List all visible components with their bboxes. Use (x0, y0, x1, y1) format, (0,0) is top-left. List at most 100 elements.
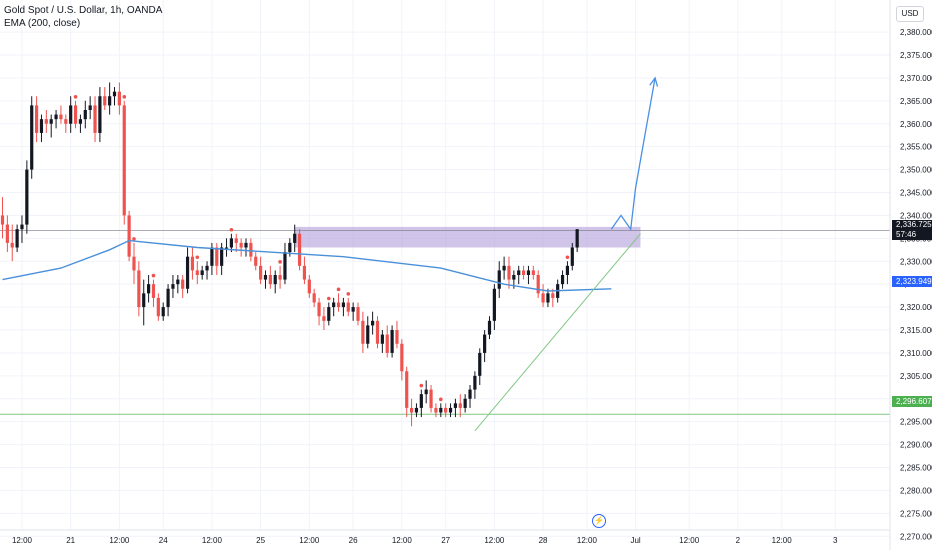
price-tick-label: 2,295.000 (900, 418, 932, 427)
candle-body (448, 407, 453, 413)
candle (551, 288, 555, 308)
time-tick-label: 28 (539, 536, 548, 545)
time-tick-label: 21 (66, 536, 75, 545)
candle (400, 339, 404, 381)
candle (215, 242, 219, 275)
candle (195, 255, 200, 285)
time-tick-label: 12:00 (392, 536, 413, 545)
projection-arrow (610, 77, 656, 231)
candle (560, 270, 565, 289)
price-axis[interactable]: 2,270.000 2,275.000 2,280.000 2,285.000 2,29… (889, 0, 932, 550)
candle-body (385, 334, 389, 353)
indicator-label[interactable]: EMA (200, close) (4, 18, 81, 29)
candle (371, 311, 375, 335)
candle (103, 87, 107, 110)
candle (395, 320, 399, 349)
candle-body (371, 320, 375, 326)
candle-body (127, 215, 131, 257)
price-tick-label: 2,370.000 (900, 74, 932, 83)
candle-body (541, 293, 545, 303)
currency-button[interactable]: USD (896, 6, 924, 22)
time-tick-label: 12:00 (577, 536, 598, 545)
price-tick-label: 2,280.000 (900, 486, 932, 495)
price-tick-label: 2,320.000 (900, 303, 932, 312)
candle (176, 275, 180, 294)
candle-body (112, 91, 117, 97)
candle (127, 210, 131, 262)
candle (380, 330, 384, 353)
candle-body (147, 284, 151, 294)
candle-body (249, 242, 253, 257)
candle-body (307, 279, 311, 294)
candle (326, 296, 331, 326)
candle (166, 284, 170, 317)
time-tick-label: 27 (441, 536, 450, 545)
candle (83, 100, 87, 129)
time-tick-label: 2 (736, 536, 741, 545)
candle-body (20, 224, 24, 230)
price-tick-label: 2,360.000 (900, 120, 932, 129)
candle-body (424, 389, 428, 395)
candle (205, 261, 209, 280)
candle-body (93, 105, 97, 133)
ascending-trendline (474, 233, 641, 432)
symbol-title[interactable]: Gold Spot / U.S. Dollar, 1h, OANDA (4, 5, 163, 16)
candle-body (132, 256, 136, 271)
candle-body (409, 407, 414, 413)
candle-body (215, 247, 219, 266)
candle (293, 224, 297, 253)
chart-legend[interactable]: Gold Spot / U.S. Dollar, 1h, OANDA EMA (… (4, 4, 162, 30)
candle-body (570, 247, 574, 266)
candle-body (195, 270, 199, 275)
candle-body (108, 96, 112, 106)
candle-body (322, 316, 326, 321)
candle (39, 114, 44, 143)
candle (429, 385, 433, 413)
candle-body (444, 407, 448, 413)
candle (483, 330, 487, 363)
candle (453, 398, 458, 418)
candle (142, 279, 146, 326)
time-tick-label: 24 (159, 536, 168, 545)
candle (575, 229, 579, 253)
candle-body (268, 275, 272, 285)
price-tick-label: 2,310.000 (900, 349, 932, 358)
candles-layer (0, 82, 579, 427)
candle-body (161, 307, 165, 317)
candle (185, 247, 190, 294)
candle-body (341, 302, 345, 308)
signal-dot (195, 255, 200, 260)
candle (366, 316, 370, 349)
candle (156, 293, 160, 321)
price-levels (0, 230, 890, 415)
drawings-layer (474, 76, 659, 432)
candle-body (166, 288, 170, 308)
candle (478, 348, 482, 385)
candle (424, 380, 428, 404)
price-tick-label: 2,365.000 (900, 97, 932, 106)
candle-body (366, 325, 370, 344)
candle (390, 325, 394, 358)
candle (419, 383, 424, 418)
time-axis[interactable]: 12:00 21 12:00 24 12:00 25 12:00 26 12:00 27 12:00… (0, 529, 890, 545)
candle-body (463, 398, 467, 408)
candle-body (34, 105, 39, 133)
candle (234, 233, 238, 253)
candle (44, 110, 48, 133)
candle (15, 224, 19, 253)
ema-200-line (2, 239, 612, 292)
candle (181, 275, 185, 298)
candle (10, 224, 14, 262)
candle-body (239, 242, 243, 248)
candle (278, 260, 282, 289)
candle-body (414, 407, 419, 413)
candle (224, 238, 229, 257)
candle-body (560, 275, 565, 285)
lightning-icon[interactable]: ⚡ (592, 514, 606, 528)
candle-body (531, 270, 535, 275)
candle-body (375, 320, 380, 344)
candle (137, 261, 141, 317)
candle-body (234, 238, 238, 243)
candle-body (565, 265, 570, 275)
